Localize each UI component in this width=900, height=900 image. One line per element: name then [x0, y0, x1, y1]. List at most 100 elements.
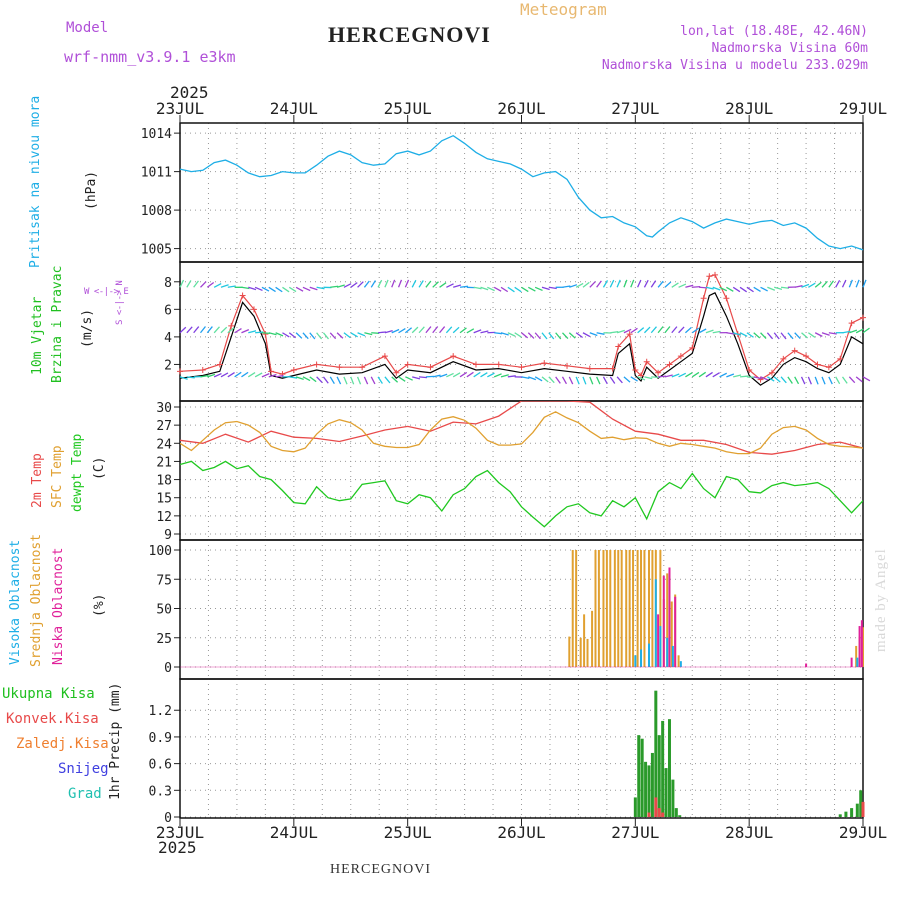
y-tick-label: 0	[164, 811, 172, 826]
wind-arrow	[616, 279, 621, 288]
wind-gust-marker	[848, 320, 855, 327]
wind-arrow	[685, 284, 694, 288]
x-tick-label-top: 28JUL	[725, 99, 773, 118]
wind-arrow	[405, 376, 413, 381]
wind-arrow	[561, 376, 568, 385]
wind-arrow	[357, 332, 366, 337]
wind-arrow	[602, 376, 608, 385]
x-tick-label-top: 29JUL	[839, 99, 887, 118]
wind-arrow	[732, 286, 741, 293]
model-name: wrf-nmm_v3.9.1 e3km	[64, 48, 236, 66]
wind-arrow	[412, 376, 421, 380]
wind-arrow	[848, 279, 853, 288]
wind-arrow	[671, 326, 678, 334]
wind-arrow	[692, 285, 701, 288]
wind-gust-marker	[290, 366, 297, 373]
wind-arrow	[213, 326, 220, 334]
wind-gust-marker	[814, 361, 821, 368]
wind-arrow	[418, 326, 425, 334]
wind-arrow	[555, 376, 561, 384]
y-tick-label: 25	[156, 632, 172, 647]
wind-arrow	[336, 376, 342, 385]
wind-arrow	[391, 376, 399, 383]
wind-arrow	[316, 286, 325, 290]
wind-arrow	[268, 332, 277, 336]
wind-arrow	[705, 371, 713, 378]
wind-arrow	[534, 286, 543, 292]
x-tick-label-bottom: 29JUL	[839, 823, 887, 842]
precip-bar-ukupna	[657, 735, 661, 817]
wind-arrow	[541, 332, 548, 340]
wind-arrow	[350, 282, 358, 288]
wind-arrow	[678, 372, 687, 378]
x-tick-label-bottom: 28JUL	[725, 823, 773, 842]
wind-arrow	[309, 376, 317, 383]
wind-arrow	[302, 286, 311, 292]
wind-arrow	[261, 373, 270, 378]
wind-gust-marker	[780, 355, 787, 362]
wind-arrow	[657, 326, 664, 334]
wind-gust-marker	[239, 292, 246, 299]
wind-arrow	[330, 285, 339, 288]
wind-arrow	[370, 376, 376, 385]
wind-arrow	[268, 373, 277, 378]
y-tick-label: 0.6	[149, 758, 172, 773]
precip-label-frz: Zaledj.Kisa	[16, 736, 109, 752]
wind-gust-marker	[825, 364, 832, 371]
wind-arrow	[241, 286, 250, 290]
wind-arrow	[568, 332, 576, 339]
wind-arrow	[760, 376, 769, 381]
wind-arrow	[199, 326, 206, 334]
wind-arrow	[302, 376, 311, 382]
wind-arrow	[855, 376, 863, 383]
wind-arrow	[411, 279, 417, 288]
wind-arrow	[637, 279, 642, 288]
wind-arrow	[295, 286, 304, 292]
wind-arrow	[446, 283, 454, 288]
wind-arrow	[862, 376, 871, 382]
wind-arrow	[705, 329, 714, 334]
precip-bar-ukupna	[650, 752, 654, 817]
wind-arrow	[541, 286, 550, 291]
wind-arrow	[371, 332, 380, 334]
precip-bar-konvek	[861, 801, 865, 817]
wind-arrow	[671, 373, 680, 378]
wind-arrow	[398, 327, 406, 334]
wind-arrow	[753, 286, 761, 293]
wind-arrow	[179, 279, 185, 288]
y-tick-label: 12	[156, 510, 172, 525]
wind-arrow	[248, 286, 257, 291]
wind-arrow	[329, 332, 337, 340]
wind-arrow	[364, 332, 373, 336]
precip-bar-ukupna	[844, 811, 848, 817]
x-tick-label-top: 24JUL	[270, 99, 318, 118]
wind-arrow	[760, 286, 768, 292]
wind-arrow	[452, 326, 460, 334]
wind-arrow	[855, 328, 864, 334]
wind-gust-marker	[262, 331, 269, 338]
wind-arrow	[562, 285, 571, 288]
wind-gust-marker	[268, 368, 275, 375]
wind-arrow	[473, 371, 481, 378]
wind-gust-marker	[586, 365, 593, 372]
y-tick-label: 1005	[141, 243, 172, 258]
wind-gust-marker	[860, 314, 866, 321]
wind-arrow	[801, 283, 810, 288]
wind-arrow	[207, 373, 216, 378]
wind-arrow	[473, 329, 482, 334]
y-tick-label: 0.3	[149, 784, 172, 799]
wind-arrow	[664, 374, 673, 378]
wind-arrow	[425, 280, 432, 288]
wind-arrow	[800, 376, 806, 385]
wind-arrow	[445, 326, 453, 334]
precip-bar-ukupna	[640, 738, 644, 817]
wind-gust-marker	[177, 368, 183, 375]
precip-bar-konvek	[657, 808, 661, 817]
wind-arrow	[356, 376, 362, 385]
wind-arrow	[582, 332, 591, 338]
wind-arrow	[241, 329, 250, 334]
wind-arrow	[589, 376, 594, 385]
wind-arrow	[439, 373, 448, 378]
x-tick-label-bottom: 27JUL	[611, 823, 659, 842]
y-tick-label: 18	[156, 474, 172, 489]
